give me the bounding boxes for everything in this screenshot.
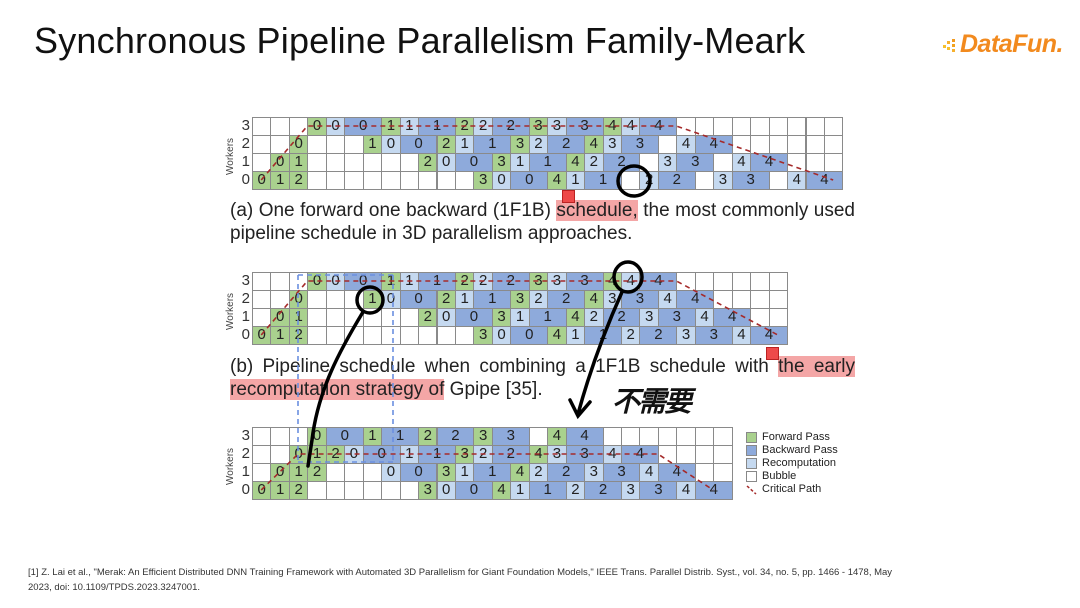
caption-a: (a) One forward one backward (1F1B) sche… xyxy=(230,199,855,245)
critical-path-line xyxy=(260,280,779,336)
backward-swatch xyxy=(746,445,757,456)
worker-row-label: 0 xyxy=(241,326,250,343)
recomputation-swatch xyxy=(746,458,757,469)
worker-row-label: 3 xyxy=(241,427,250,444)
critical-path xyxy=(260,453,714,491)
worker-row-label: 0 xyxy=(241,171,250,188)
legend-bubble: Bubble xyxy=(746,470,838,483)
worker-row-label: 2 xyxy=(241,290,250,307)
legend-label: Forward Pass xyxy=(762,431,830,443)
backward-pass-cell: 0 xyxy=(510,326,549,345)
backward-pass-cell: 4 xyxy=(750,326,789,345)
datafun-logo: DataFun. xyxy=(942,28,1070,64)
workers-axis-label: Workers xyxy=(225,447,236,485)
worker-row-label: 2 xyxy=(241,135,250,152)
recomputation-cell: 3 xyxy=(713,171,733,190)
logo-dots-icon xyxy=(943,39,955,52)
worker-row-label: 1 xyxy=(241,153,250,170)
slide-title: Synchronous Pipeline Parallelism Family-… xyxy=(34,20,806,61)
footnote: [1] Z. Lai et al., "Merak: An Efficient … xyxy=(28,565,1068,595)
worker-row-label: 1 xyxy=(241,463,250,480)
workers-axis-label: Workers xyxy=(225,292,236,330)
logo-text: DataFun. xyxy=(960,30,1063,58)
recomputation-cell: 4 xyxy=(676,481,696,500)
comment-flag-icon[interactable] xyxy=(562,190,575,203)
legend: Forward Pass Backward Pass Recomputation… xyxy=(746,431,838,496)
workers-axis-label: Workers xyxy=(225,137,236,175)
caption-b-text: (b) Pipeline schedule when combining a 1… xyxy=(230,356,779,377)
legend-critical-path: Critical Path xyxy=(746,483,838,496)
caption-b-text-end: Gpipe [35]. xyxy=(444,379,543,400)
backward-pass-cell: 4 xyxy=(694,481,733,500)
caption-a-text: (a) One forward one backward (1F1B) xyxy=(230,200,557,221)
legend-label: Bubble xyxy=(762,470,797,482)
forward-pass-cell: 2 xyxy=(288,171,309,190)
forward-pass-cell: 1 xyxy=(270,481,290,500)
critical-path xyxy=(260,280,779,336)
critical-path xyxy=(260,125,834,181)
worker-row-label: 3 xyxy=(241,117,250,134)
worker-row-label: 0 xyxy=(241,481,250,498)
caption-a-highlight: schedule, xyxy=(556,200,638,221)
critical-path-swatch-icon xyxy=(746,485,757,495)
backward-pass-cell: 4 xyxy=(805,171,844,190)
legend-backward: Backward Pass xyxy=(746,444,838,457)
legend-label: Recomputation xyxy=(762,457,836,469)
worker-row-label: 1 xyxy=(241,308,250,325)
critical-path-line xyxy=(260,125,834,181)
forward-swatch xyxy=(746,432,757,443)
recomputation-cell: 0 xyxy=(491,326,512,345)
worker-row-label: 2 xyxy=(241,445,250,462)
legend-label: Critical Path xyxy=(762,483,822,495)
legend-forward: Forward Pass xyxy=(746,431,838,444)
handwritten-note: 不需要 xyxy=(612,386,692,417)
backward-pass-cell: 1 xyxy=(584,171,622,190)
comment-flag-icon[interactable] xyxy=(766,347,779,360)
worker-row-label: 3 xyxy=(241,272,250,289)
caption-b: (b) Pipeline schedule when combining a 1… xyxy=(230,355,856,401)
footnote-line: 2023, doi: 10.1109/TPDS.2023.3247001. xyxy=(28,582,201,593)
bubble-swatch xyxy=(746,471,757,482)
recomputation-cell: 3 xyxy=(676,326,696,345)
footnote-line: [1] Z. Lai et al., "Merak: An Efficient … xyxy=(28,567,893,578)
legend-recomputation: Recomputation xyxy=(746,457,838,470)
legend-label: Backward Pass xyxy=(762,444,838,456)
critical-path-line xyxy=(260,453,714,491)
backward-pass-cell: 0 xyxy=(454,481,493,500)
caption-a-text-end: the most commonly used pipeline schedule… xyxy=(230,200,855,244)
